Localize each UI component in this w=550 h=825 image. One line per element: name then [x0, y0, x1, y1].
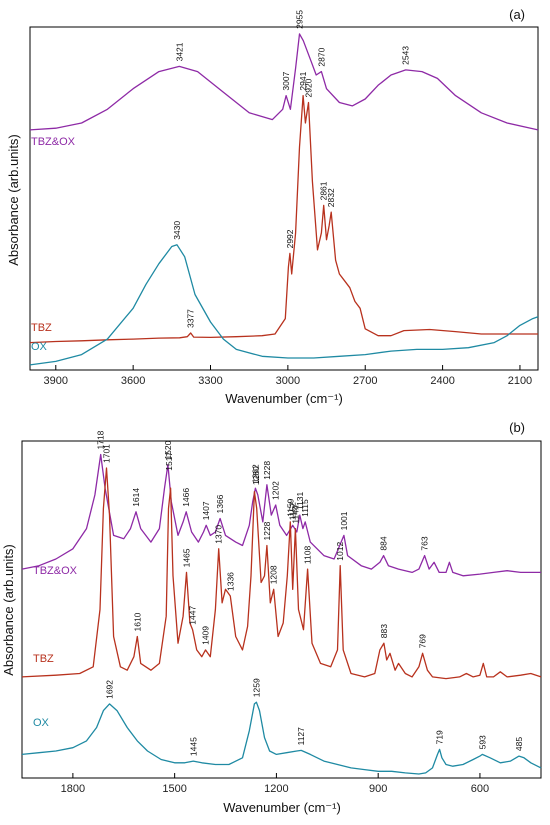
peak-label: 719 [435, 730, 445, 744]
series-line-tbzox [29, 33, 539, 131]
peak-label: 1517 [164, 452, 174, 471]
x-tick-label: 1200 [264, 783, 288, 795]
x-axis-title-a: Wavenumber (cm⁻¹) [225, 391, 343, 406]
x-tick-label: 3300 [198, 375, 222, 387]
peak-label: 1001 [339, 511, 349, 530]
peak-label: 2861 [319, 181, 329, 200]
peak-label: 1228 [262, 521, 272, 540]
peak-label: 1228 [262, 461, 272, 480]
peak-label: 1366 [215, 494, 225, 513]
peak-label: 1701 [102, 444, 112, 463]
peak-label: 3430 [172, 221, 182, 240]
panel-label-b: (b) [509, 420, 525, 435]
peak-label: 1108 [303, 546, 313, 565]
x-tick-label: 3000 [276, 375, 300, 387]
peak-label: 763 [420, 536, 430, 550]
peak-label: 884 [379, 536, 389, 550]
peak-label: 593 [477, 735, 487, 749]
peak-label: 3007 [281, 71, 291, 90]
peak-label: 1012 [335, 542, 345, 561]
panel-a: (a) Absorbance (arb.units) Wavenumber (c… [6, 7, 539, 406]
peak-label: 485 [514, 737, 524, 751]
x-tick-label: 3900 [44, 375, 68, 387]
series-line-tbz [29, 94, 538, 344]
peak-label: 3377 [186, 309, 196, 328]
series-line-tbzox [21, 453, 541, 577]
series-label-ox-a: OX [31, 341, 48, 353]
peak-label: 3421 [174, 42, 184, 61]
peak-label: 2543 [401, 46, 411, 65]
series-curves-a [29, 33, 539, 366]
peak-label: 1407 [201, 501, 211, 520]
peak-label: 1152 [288, 502, 298, 521]
peak-label: 2870 [316, 47, 326, 66]
series-label-tbz-b: TBZ [33, 653, 54, 665]
peak-label: 1718 [96, 430, 106, 449]
peak-label: 1159 [285, 498, 295, 517]
plot-frame-a [29, 26, 539, 371]
peak-label: 1262 [250, 464, 260, 483]
series-line-tbz [21, 467, 542, 680]
peak-label: 1131 [295, 492, 305, 511]
peak-label: 1409 [201, 626, 211, 645]
peak-label: 1445 [188, 737, 198, 756]
y-axis-title-b: Absorbance (arb.units) [1, 544, 16, 676]
peak-label: 1520 [163, 440, 173, 459]
peak-label: 1370 [214, 525, 224, 544]
series-label-ox-b: OX [33, 717, 50, 729]
peak-label: 1614 [131, 488, 141, 507]
series-line-ox [21, 701, 542, 775]
x-tick-label: 900 [369, 783, 387, 795]
peak-label: 1115 [300, 499, 310, 517]
x-tick-label: 2100 [508, 375, 532, 387]
x-tick-label: 600 [471, 783, 489, 795]
x-tick-label: 2700 [353, 375, 377, 387]
x-axis-ticks-b: 1800 1500 1200 900 600 [61, 773, 489, 795]
peak-label: 1465 [182, 548, 192, 567]
series-label-tbz-a: TBZ [31, 322, 52, 334]
peak-label: 2955 [295, 10, 305, 29]
peak-label: 1336 [225, 572, 235, 591]
peak-label: 1447 [188, 606, 198, 625]
series-curves-b [21, 453, 542, 775]
series-label-tbzox-a: TBZ&OX [31, 136, 76, 148]
peak-label: 1208 [269, 565, 279, 584]
peak-label: 769 [418, 634, 428, 648]
x-axis-ticks-a: 3900 3600 3300 3000 2700 2400 2100 [44, 365, 532, 387]
y-axis-title-a: Absorbance (arb.units) [6, 134, 21, 266]
peak-label: 1260 [251, 466, 261, 485]
series-line-ox [29, 244, 539, 366]
peak-label: 2992 [285, 229, 295, 248]
series-label-tbzox-b: TBZ&OX [33, 565, 78, 577]
x-tick-label: 2400 [430, 375, 454, 387]
peak-label: 1144 [290, 505, 300, 524]
peak-label: 1127 [296, 727, 306, 746]
x-tick-label: 1800 [61, 783, 85, 795]
panel-label-a: (a) [509, 7, 525, 22]
x-axis-title-b: Wavenumber (cm⁻¹) [223, 800, 341, 815]
x-tick-label: 3600 [121, 375, 145, 387]
peak-label: 2941 [298, 71, 308, 90]
peak-label: 883 [379, 624, 389, 638]
plot-frame-b [21, 440, 542, 779]
x-tick-label: 1500 [162, 783, 186, 795]
peak-label: 1259 [251, 678, 261, 697]
peak-label: 2920 [304, 78, 314, 97]
peak-label: 1466 [181, 488, 191, 507]
peak-label: 2832 [326, 188, 336, 207]
peak-label: 1610 [132, 612, 142, 631]
panel-b: (b) Absorbance (arb.units) Wavenumber (c… [1, 420, 542, 815]
peak-label: 1202 [271, 481, 281, 500]
peak-label: 1692 [105, 680, 115, 699]
